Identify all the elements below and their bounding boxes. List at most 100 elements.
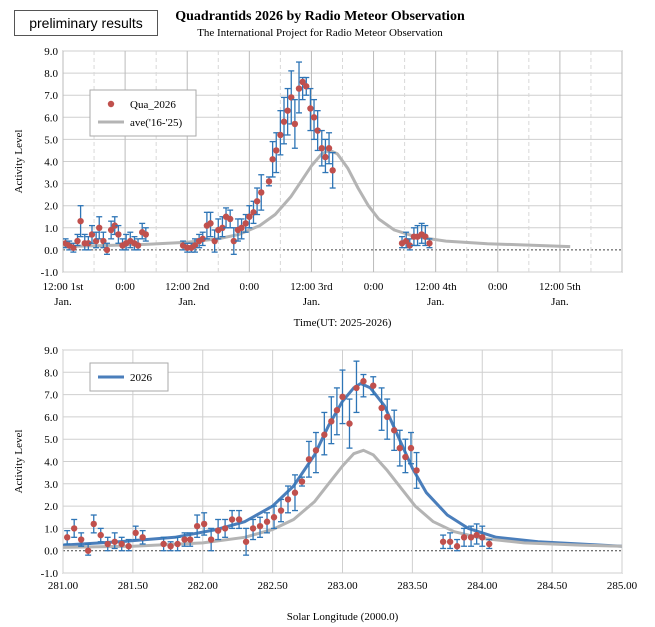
y-axis-label: Activity Level xyxy=(13,430,25,494)
legend-label: Qua_2026 xyxy=(130,99,176,111)
data-point xyxy=(298,478,306,485)
data-point xyxy=(228,516,236,523)
data-point xyxy=(413,467,420,474)
data-point xyxy=(307,105,314,112)
data-point xyxy=(314,127,321,134)
data-point xyxy=(107,226,115,234)
x-tick-label: 283.00 xyxy=(327,580,358,592)
legend-swatch-point xyxy=(107,100,115,108)
data-point xyxy=(280,118,288,125)
data-point xyxy=(263,518,271,525)
data-point xyxy=(384,413,391,421)
x-tick-label: 284.50 xyxy=(537,580,568,592)
legend-box xyxy=(89,89,197,137)
data-point xyxy=(486,540,493,548)
y-tick-label: 6.0 xyxy=(44,412,58,424)
data-point xyxy=(321,431,328,438)
data-point xyxy=(339,393,346,401)
data-point xyxy=(333,407,341,414)
y-tick-label: 8.0 xyxy=(44,367,58,379)
data-point xyxy=(84,547,92,554)
x-tick-label: 12:00 3rd xyxy=(290,281,333,293)
data-point xyxy=(77,536,85,543)
data-point xyxy=(360,378,367,385)
data-point xyxy=(249,525,257,532)
x-tick-label: 282.50 xyxy=(258,580,289,592)
x-tick-label: 12:00 4th xyxy=(415,281,457,293)
data-point xyxy=(391,427,398,434)
data-point xyxy=(305,456,313,463)
data-point xyxy=(246,213,253,220)
x-tick-label: 0:00 xyxy=(488,281,508,293)
data-point xyxy=(238,224,245,231)
data-point xyxy=(134,242,142,249)
data-point xyxy=(132,529,139,537)
data-point xyxy=(407,444,415,452)
data-point xyxy=(256,522,264,530)
legend: 2026 xyxy=(89,362,169,392)
x-tick-label: 281.50 xyxy=(118,580,149,592)
y-tick-label: 2.0 xyxy=(44,201,58,213)
x-tick-label: 12:00 5th xyxy=(539,281,581,293)
y-tick-label: 2.0 xyxy=(44,501,58,513)
y-tick-label: 5.0 xyxy=(44,134,58,146)
x-tick-label: 12:00 1st xyxy=(43,281,84,293)
data-point xyxy=(90,520,97,528)
y-tick-label: 9.0 xyxy=(44,345,58,357)
data-point xyxy=(270,514,278,521)
data-point xyxy=(63,534,71,541)
x-tick-label: 0:00 xyxy=(364,281,384,293)
data-point xyxy=(322,153,329,161)
y-tick-label: 4.0 xyxy=(44,457,58,469)
y-tick-label: 4.0 xyxy=(44,157,58,169)
data-point xyxy=(193,522,201,530)
data-point xyxy=(479,534,486,541)
x-tick-label-sub: Jan. xyxy=(551,296,569,308)
data-point xyxy=(125,543,132,550)
time-chart: -1.0 0.0 1.0 2.0 3.0 4.0 5.0 6.0 7.0 8.0 9.0 12:00 … xyxy=(13,46,623,329)
data-point xyxy=(214,527,222,534)
data-point xyxy=(230,237,238,245)
figure-subtitle: The International Project for Radio Mete… xyxy=(197,27,443,39)
data-point xyxy=(310,114,318,121)
y-tick-label: 0.0 xyxy=(44,546,58,558)
data-point xyxy=(318,145,325,152)
plot-content xyxy=(63,61,571,255)
data-point xyxy=(277,507,285,514)
data-point xyxy=(167,543,174,550)
data-point xyxy=(291,489,299,496)
y-tick-label: 3.0 xyxy=(44,179,58,191)
data-point xyxy=(115,231,122,238)
y-tick-label: 0.0 xyxy=(44,245,58,257)
x-tick-label-sub: Jan. xyxy=(54,296,72,308)
x-tick-label: 282.00 xyxy=(188,580,219,592)
x-tick-label: 281.00 xyxy=(48,580,79,592)
data-point xyxy=(242,538,250,545)
y-axis-label: Activity Level xyxy=(13,130,25,194)
data-point xyxy=(346,420,353,427)
data-point xyxy=(207,220,214,227)
data-point xyxy=(96,224,103,231)
data-point xyxy=(378,404,385,412)
y-tick-label: 1.0 xyxy=(44,223,58,235)
x-axis-label: Solar Longitude (2000.0) xyxy=(287,611,399,623)
solar-longitude-chart: -1.0 0.0 1.0 2.0 3.0 4.0 5.0 6.0 7.0 8.0 9.0 281.00… xyxy=(13,345,638,623)
data-point xyxy=(226,215,234,223)
data-point xyxy=(446,538,454,545)
y-tick-label: -1.0 xyxy=(41,267,59,279)
data-point xyxy=(460,534,468,541)
data-point xyxy=(426,240,433,247)
data-point xyxy=(258,189,265,196)
data-point xyxy=(473,531,480,539)
data-point xyxy=(312,447,320,454)
plot-content xyxy=(63,360,622,556)
x-tick-label: 284.00 xyxy=(467,580,498,592)
data-point xyxy=(284,496,292,503)
x-tick-label: 12:00 2nd xyxy=(165,281,210,293)
data-point xyxy=(142,231,150,238)
data-point xyxy=(453,543,461,550)
x-tick-label: 0:00 xyxy=(115,281,135,293)
x-tick-label: 0:00 xyxy=(240,281,260,293)
data-point xyxy=(277,131,284,139)
data-point xyxy=(160,540,167,548)
